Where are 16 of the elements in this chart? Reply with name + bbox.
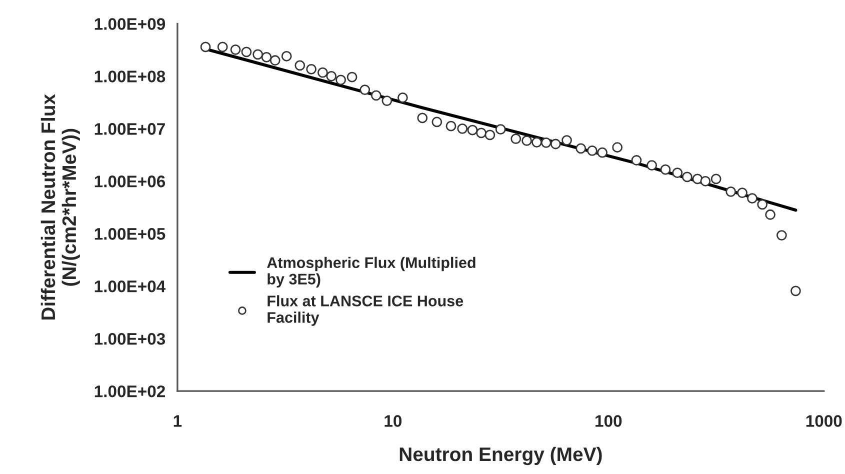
- x-tick-label: 1: [174, 415, 182, 427]
- legend-label: Atmospheric Flux (Multiplied by 3E5): [267, 256, 476, 288]
- y-tick-label: 1.00E+07: [94, 123, 165, 135]
- y-tick-label: 1.00E+03: [94, 332, 166, 345]
- x-tick-label: 1000: [806, 415, 842, 427]
- legend-label: Flux at LANSCE ICE House Facility: [268, 295, 464, 326]
- y-tick-label: 1.00E+05: [94, 228, 166, 240]
- x-axis-title: Neutron Energy (MeV): [400, 446, 602, 466]
- y-axis-title: Differential Neutron Flux (N/(cm2*hr*MeV)): [40, 94, 80, 320]
- y-tick-label: 1.00E+02: [94, 385, 165, 398]
- y-tick-label: 1.00E+08: [94, 70, 166, 82]
- x-tick-label: 100: [596, 415, 622, 427]
- y-tick-label: 1.00E+06: [94, 176, 166, 188]
- y-tick-label: 1.00E+04: [94, 280, 166, 292]
- x-tick-label: 10: [384, 415, 402, 427]
- y-tick-label: 1.00E+09: [94, 18, 166, 30]
